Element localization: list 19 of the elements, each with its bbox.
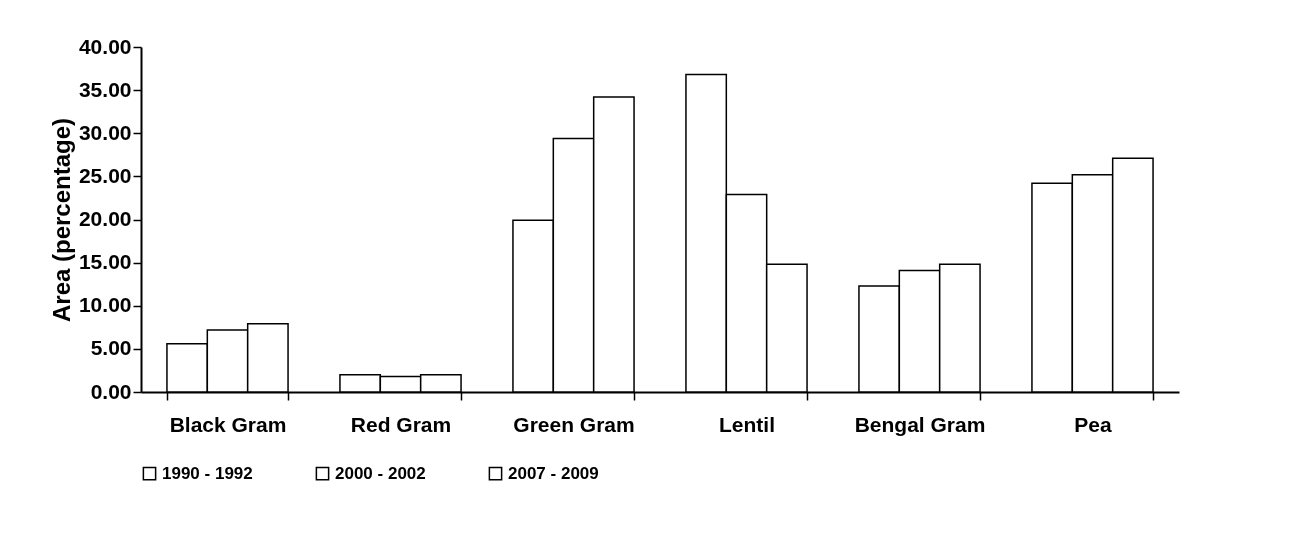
y-tick-label: 5.00 — [90, 336, 132, 360]
x-tick-label: Red Gram — [350, 412, 452, 436]
y-tick-label: 10.00 — [78, 293, 132, 317]
x-tick-label: Black Gram — [169, 412, 287, 436]
y-tick-label: 30.00 — [78, 120, 132, 144]
legend-label: 1990 - 1992 — [162, 463, 253, 483]
y-axis-title: Area (percentage) — [47, 117, 75, 323]
y-tick-label: 25.00 — [78, 163, 132, 187]
x-tick-label: Pea — [1074, 412, 1112, 436]
legend-label: 2000 - 2002 — [335, 463, 426, 483]
y-tick-label: 20.00 — [78, 207, 132, 230]
x-tick-label: Bengal Gram — [854, 412, 986, 436]
x-tick-label: Green Gram — [513, 412, 635, 436]
legend-label: 2007 - 2009 — [508, 463, 599, 483]
x-tick-label: Lentil — [719, 412, 775, 436]
y-tick-label: 0.00 — [90, 379, 132, 403]
y-tick-label: 15.00 — [78, 250, 132, 274]
y-tick-label: 40.00 — [78, 34, 132, 58]
y-tick-label: 35.00 — [78, 77, 132, 101]
